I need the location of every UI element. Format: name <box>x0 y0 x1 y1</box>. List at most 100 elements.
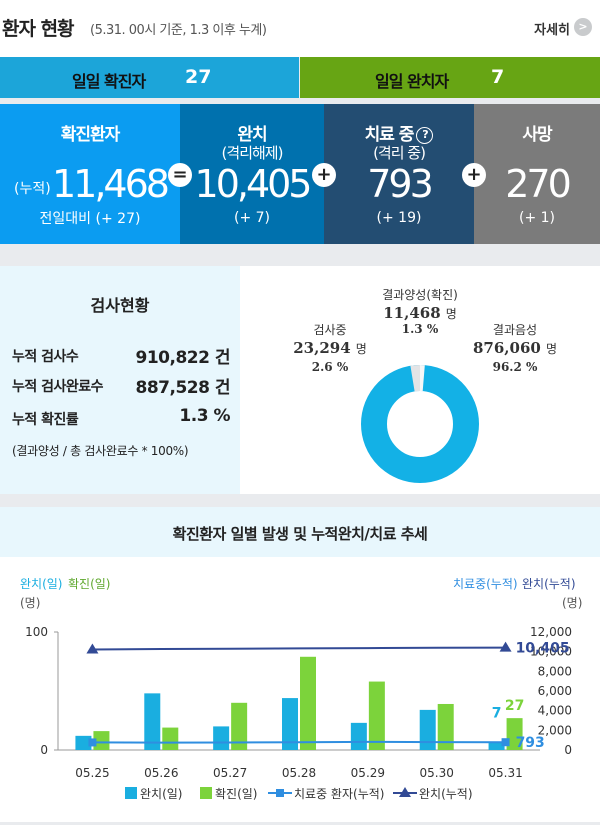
pie-positive-value: 11,468 <box>383 304 441 322</box>
x-tick-label: 05.30 <box>420 766 454 780</box>
right-tick-label: 12,000 <box>530 625 572 639</box>
bar-released-daily <box>282 698 298 750</box>
right-axis-label-b: 완치(누적) <box>522 577 576 591</box>
daily-released-bar: 일일 완치자 7 <box>300 57 600 98</box>
bar-released-daily <box>213 726 230 750</box>
test-note: (결과양성 / 총 검사완료수 * 100%) <box>12 444 189 458</box>
right-axis-unit: (명) <box>562 596 582 610</box>
test-row-label: 누적 검사수 <box>12 349 79 365</box>
bar-released-daily <box>419 709 436 750</box>
stat-released-value: 10,405 <box>194 162 313 206</box>
pie-negative-unit: 명 <box>545 342 557 356</box>
pie-testing-name: 검사중 <box>313 323 347 337</box>
stat-released-delta: (+ 7) <box>233 210 270 226</box>
chart-plot-area: 0 100 0 2,000 4,000 6,000 8,000 10,000 12,000 05.… <box>25 625 572 801</box>
legend-marker-treating <box>276 789 284 797</box>
trend-chart-title: 확진환자 일별 발생 및 누적완치/치료 추세 <box>172 525 428 543</box>
legend-label: 확진(일) <box>215 787 257 801</box>
bar-released-daily <box>144 693 161 750</box>
equal-icon: = <box>168 163 192 187</box>
legend-swatch-confirmed-daily <box>200 787 212 799</box>
test-row-value: 1.3 % <box>179 406 230 426</box>
chevron-right-icon[interactable]: > <box>574 18 592 36</box>
stat-confirmed-value: 11,468 <box>52 162 170 206</box>
right-axis-label-a: 치료중(누적) <box>453 577 518 591</box>
pie-testing-pct: 2.6 % <box>311 360 349 374</box>
left-axis-label-b: 확진(일) <box>68 577 110 591</box>
stat-deaths-label: 사망 <box>522 125 552 145</box>
treating-cumulative-marker <box>88 738 97 747</box>
x-tick-label: 05.26 <box>144 766 178 780</box>
page-header: 환자 현황 (5.31. 00시 기준, 1.3 이후 누계) 자세히 > <box>0 0 600 57</box>
pie-negative-name: 결과음성 <box>492 323 538 337</box>
daily-released-label: 일일 완치자 <box>375 72 449 91</box>
stat-treating: 치료 중? (격리 중) 793 (+ 19) <box>324 104 474 244</box>
bar-released-daily <box>350 722 367 750</box>
pie-positive-unit: 명 <box>445 307 457 321</box>
test-row-label: 누적 확진률 <box>12 412 79 428</box>
annotation-released-cumulative: 10,405 <box>516 641 570 657</box>
x-tick-label: 05.25 <box>75 766 109 780</box>
stat-released-label: 완치 <box>237 125 267 145</box>
stat-treating-label-wrap: 치료 중? <box>324 120 474 145</box>
donut-testing-slice <box>410 365 421 392</box>
daily-released-value: 7 <box>491 66 505 88</box>
legend-label: 치료중 환자(누적) <box>294 787 384 801</box>
bar-confirmed-daily <box>506 718 523 750</box>
x-tick-label: 05.29 <box>351 766 385 780</box>
test-row-value: 887,528 건 <box>135 378 231 398</box>
stat-confirmed-prefix: (누적) <box>14 181 51 197</box>
pie-negative-value: 876,060 <box>473 339 541 357</box>
stat-treating-sublabel: (격리 중) <box>373 144 426 162</box>
pie-negative-pct: 96.2 % <box>492 360 538 374</box>
trend-chart-panel: 확진환자 일별 발생 및 누적완치/치료 추세 완치(일) 확진(일) (명) … <box>0 507 600 822</box>
test-row-total: 누적 검사수 910,822 건 <box>12 346 230 368</box>
pie-label-positive: 결과양성(확진) 11,468 명 1.3 % <box>365 286 475 336</box>
bar-released-daily <box>488 741 505 750</box>
treating-cumulative-marker <box>501 738 510 747</box>
trend-chart-header: 확진환자 일별 발생 및 누적완치/치료 추세 <box>0 507 600 557</box>
pie-positive-name: 결과양성(확진) <box>382 288 458 302</box>
stat-confirmed-label: 확진환자 <box>60 125 121 145</box>
bar-released-daily <box>75 735 92 750</box>
daily-confirmed-label: 일일 확진자 <box>72 72 146 91</box>
stat-confirmed-delta: 전일대비 (+ 27) <box>39 211 141 227</box>
page-title: 환자 현황 <box>2 18 75 40</box>
test-title: 검사현황 <box>90 296 150 315</box>
help-icon[interactable]: ? <box>416 127 434 144</box>
right-tick-label: 2,000 <box>538 723 572 737</box>
daily-confirmed-bar: 일일 확진자 27 <box>0 57 299 98</box>
stat-confirmed: 확진환자 (누적) 11,468 전일대비 (+ 27) <box>0 104 180 244</box>
bar-confirmed-daily <box>231 702 248 750</box>
bar-confirmed-daily <box>93 731 110 750</box>
stat-deaths-value: 270 <box>505 162 572 206</box>
x-tick-label: 05.31 <box>488 766 522 780</box>
left-tick-label: 100 <box>25 625 48 639</box>
released-cumulative-marker <box>86 643 99 654</box>
pie-label-testing: 검사중 23,294 명 2.6 % <box>280 321 380 374</box>
donut-negative-slice <box>361 365 479 483</box>
stat-released: 완치 (격리해제) 10,405 (+ 7) <box>180 104 324 244</box>
right-tick-label: 0 <box>564 743 572 757</box>
pie-positive-pct: 1.3 % <box>401 322 439 336</box>
stat-treating-value: 793 <box>367 162 434 206</box>
left-tick-label: 0 <box>40 743 48 757</box>
bar-confirmed-daily <box>437 703 454 750</box>
treating-cumulative-line <box>92 740 506 744</box>
stat-released-sublabel: (격리해제) <box>221 144 284 162</box>
test-row-completed: 누적 검사완료수 887,528 건 <box>12 376 231 398</box>
x-tick-label: 05.28 <box>282 766 316 780</box>
page-subtitle: (5.31. 00시 기준, 1.3 이후 누계) <box>90 23 267 38</box>
left-axis-unit: (명) <box>20 596 40 610</box>
more-link[interactable]: 자세히 <box>534 23 570 38</box>
legend-label: 완치(누적) <box>419 787 473 801</box>
legend-swatch-released-daily <box>125 787 137 799</box>
bar-confirmed-daily <box>368 681 385 750</box>
stat-deaths: 사망 270 (+ 1) <box>474 104 600 244</box>
stat-treating-delta: (+ 19) <box>376 210 422 226</box>
test-row-rate: 누적 확진률 1.3 % <box>12 406 230 429</box>
legend-label: 완치(일) <box>140 787 182 801</box>
test-row-label: 누적 검사완료수 <box>12 379 104 395</box>
test-donut-chart <box>361 364 479 483</box>
pie-testing-value: 23,294 <box>293 339 351 357</box>
